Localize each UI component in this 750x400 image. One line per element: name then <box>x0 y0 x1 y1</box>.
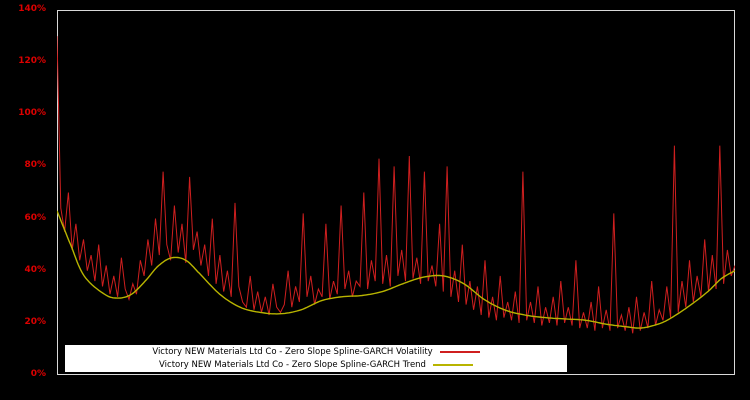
trend-line <box>57 210 735 329</box>
y-tick-label: 20% <box>24 316 46 327</box>
y-tick-label: 120% <box>18 56 46 67</box>
volatility-line <box>57 36 735 334</box>
y-tick-label: 0% <box>30 369 46 379</box>
legend-line-sample-trend <box>432 364 473 366</box>
y-tick-label: 100% <box>18 108 46 119</box>
legend: Victory NEW Materials Ltd Co - Zero Slop… <box>65 345 567 372</box>
legend-line-sample-volatility <box>439 351 480 353</box>
legend-row-trend: Victory NEW Materials Ltd Co - Zero Slop… <box>65 359 567 372</box>
y-tick-label: 140% <box>18 4 46 14</box>
legend-label-trend: Victory NEW Materials Ltd Co - Zero Slop… <box>159 359 426 370</box>
y-tick-label: 60% <box>24 212 46 223</box>
legend-label-volatility: Victory NEW Materials Ltd Co - Zero Slop… <box>152 346 433 357</box>
plot-border <box>57 10 735 375</box>
plot-area: Victory NEW Materials Ltd Co - Zero Slop… <box>57 10 735 375</box>
y-axis: 0% 20% 40% 60% 80% 100% 120% 140% <box>0 0 50 400</box>
y-tick-label: 40% <box>24 264 46 275</box>
y-tick-label: 80% <box>24 160 46 171</box>
legend-row-volatility: Victory NEW Materials Ltd Co - Zero Slop… <box>65 346 567 359</box>
